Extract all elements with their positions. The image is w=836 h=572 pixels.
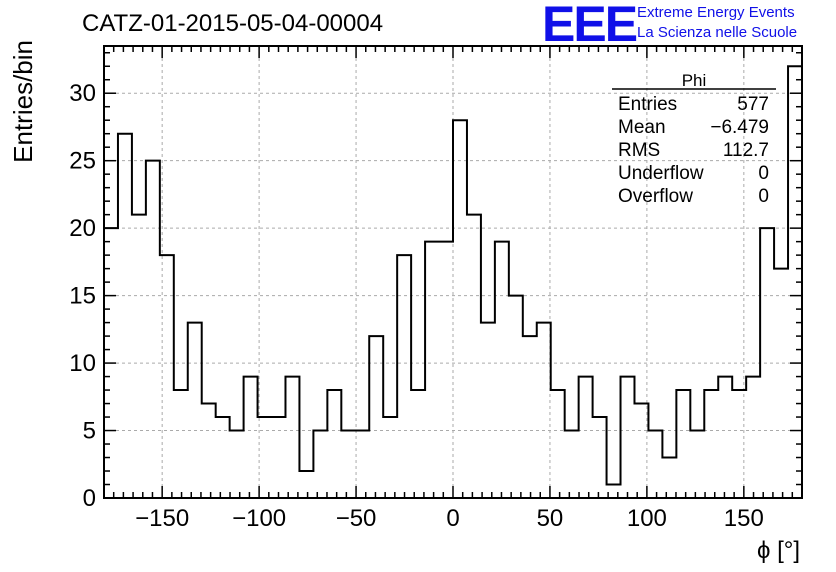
x-tick-label: −100 <box>232 505 286 532</box>
y-tick-label: 10 <box>69 350 96 377</box>
stats-row-value: −6.479 <box>710 117 769 138</box>
stats-row-value: 0 <box>758 186 769 207</box>
eee-logo-line1: Extreme Energy Events <box>637 4 795 21</box>
histogram-outline <box>103 65 803 498</box>
stats-row-label: Entries <box>618 94 677 115</box>
x-tick-label: 50 <box>537 505 564 532</box>
y-tick-label: 20 <box>69 215 96 242</box>
stats-box-name: Phi <box>682 71 707 90</box>
x-tick-label: 150 <box>724 505 764 532</box>
stats-row-label: Underflow <box>618 163 704 184</box>
stats-row-label: RMS <box>618 140 660 161</box>
x-tick-label: 0 <box>446 505 459 532</box>
stats-row-value: 0 <box>758 163 769 184</box>
y-tick-label: 5 <box>83 418 96 445</box>
x-axis-ticks: −150 −100 −50 0 50 100 150 <box>112 46 794 532</box>
stats-box: Phi Entries 577 Mean −6.479 RMS 112.7 Underflo… <box>612 71 776 207</box>
eee-logo-line2: La Scienza nelle Scuole <box>637 24 798 41</box>
stats-row-value: 112.7 <box>723 140 769 161</box>
stats-row-label: Mean <box>618 117 666 138</box>
y-axis-ticks: 0 5 10 15 20 25 30 <box>69 51 802 512</box>
x-tick-label: −150 <box>135 505 189 532</box>
stats-row-value: 577 <box>737 94 769 115</box>
y-tick-label: 0 <box>83 485 96 512</box>
x-tick-label: −50 <box>336 505 377 532</box>
x-axis-label: ϕ [°] <box>757 537 800 564</box>
y-tick-label: 15 <box>69 283 96 310</box>
y-axis-label: Entries/bin <box>8 40 38 163</box>
x-tick-label: 100 <box>627 505 667 532</box>
y-tick-label: 30 <box>69 80 96 107</box>
plot-title: CATZ-01-2015-05-04-00004 <box>82 10 384 37</box>
stats-row-label: Overflow <box>618 186 693 207</box>
eee-logo-mark: EEE <box>542 0 638 52</box>
y-tick-label: 25 <box>69 148 96 175</box>
